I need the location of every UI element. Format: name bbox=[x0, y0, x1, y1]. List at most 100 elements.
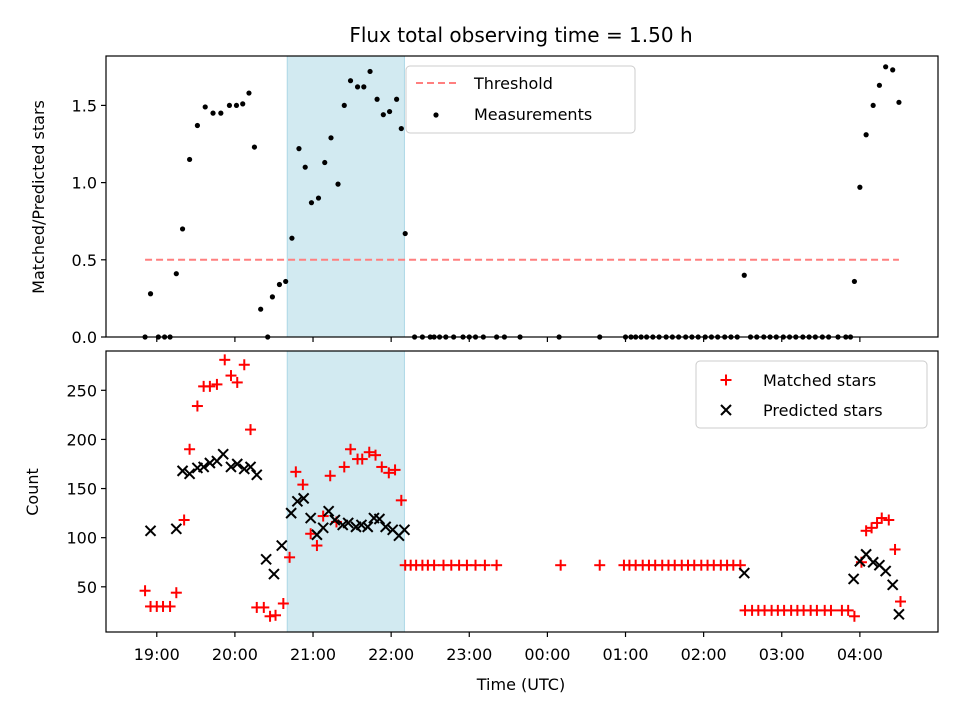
bottom-xlabel: Time (UTC) bbox=[476, 675, 565, 694]
x-b bbox=[291, 495, 304, 508]
x-b bbox=[355, 519, 368, 531]
measurement-point bbox=[347, 78, 354, 84]
x-b bbox=[225, 461, 237, 473]
matched-star-point bbox=[191, 400, 203, 412]
predicted-star-point bbox=[398, 524, 411, 536]
predicted-star-point bbox=[317, 522, 329, 534]
measurement-point bbox=[394, 96, 400, 102]
measurement-point bbox=[335, 181, 341, 187]
predicted-star-point bbox=[379, 521, 392, 533]
legend-box bbox=[695, 360, 928, 429]
x-b bbox=[847, 573, 860, 585]
measurement-point bbox=[851, 278, 858, 285]
top-legend: Threshold Measurements bbox=[405, 65, 636, 134]
y-tick-label: 100 bbox=[66, 529, 97, 548]
bottom-legend: Matched stars Predicted stars bbox=[695, 360, 928, 429]
measurement-point bbox=[354, 84, 361, 90]
x-b bbox=[268, 568, 280, 580]
predicted-star-point bbox=[225, 461, 237, 473]
top-ylabel: Matched/Predicted stars bbox=[29, 100, 48, 294]
predicted-star-point bbox=[238, 463, 250, 475]
predicted-star-point bbox=[355, 519, 368, 531]
matched-star-point bbox=[338, 461, 350, 473]
matched-star-point bbox=[170, 587, 182, 599]
matched-star-point bbox=[305, 528, 317, 540]
legend-matched-swatch bbox=[720, 374, 732, 386]
x-b bbox=[368, 512, 380, 524]
y-tick-label: 0.5 bbox=[72, 251, 97, 270]
y-tick-label: 50 bbox=[77, 578, 97, 597]
y-tick-label: 200 bbox=[66, 430, 97, 449]
axes-frame bbox=[105, 350, 939, 633]
predicted-star-point bbox=[276, 539, 288, 552]
matched-star-point bbox=[594, 559, 606, 571]
predicted-star-point bbox=[231, 458, 243, 470]
predicted-star-point bbox=[217, 448, 229, 460]
measurement-point bbox=[302, 164, 308, 170]
measurement-point bbox=[386, 108, 393, 115]
measurement-point bbox=[341, 102, 347, 109]
measurement-point bbox=[289, 235, 295, 241]
measurement-point bbox=[226, 102, 233, 109]
x-b bbox=[204, 457, 216, 469]
observing-window-shade bbox=[286, 350, 405, 633]
x-tick-label: 01:00 bbox=[602, 645, 648, 664]
matched-star-point bbox=[491, 559, 503, 571]
matched-star-point bbox=[238, 359, 250, 371]
measurement-point bbox=[233, 102, 240, 109]
x-b bbox=[304, 512, 317, 524]
measurement-point bbox=[361, 84, 367, 90]
x-b bbox=[183, 468, 196, 480]
legend-matched-label: Matched stars bbox=[763, 371, 876, 390]
legend-threshold-label: Threshold bbox=[473, 74, 553, 93]
legend-predicted-label: Predicted stars bbox=[763, 401, 883, 420]
measurement-point bbox=[308, 200, 315, 206]
measurement-point bbox=[296, 146, 302, 152]
predicted-star-point bbox=[879, 565, 892, 577]
matched-star-point bbox=[178, 514, 190, 526]
measurement-point bbox=[202, 104, 208, 110]
matched-star-point bbox=[284, 551, 296, 563]
measurement-point bbox=[147, 291, 154, 297]
x-b bbox=[297, 492, 310, 505]
legend-box bbox=[405, 65, 636, 134]
predicted-star-point bbox=[260, 553, 272, 566]
matched-star-point bbox=[479, 559, 491, 571]
x-b bbox=[867, 556, 879, 568]
matched-star-point bbox=[290, 466, 302, 478]
measurement-point bbox=[186, 156, 193, 163]
measurement-point bbox=[322, 159, 328, 166]
bottom-panel: 50 100 150 200 250 19:00 20:00 21:00 22:00 23:00 0… bbox=[23, 350, 939, 694]
y-tick-label: 0.0 bbox=[72, 328, 97, 347]
axes-frame bbox=[105, 55, 939, 338]
measurement-point bbox=[857, 184, 863, 190]
x-b bbox=[387, 524, 399, 536]
matched-star-point bbox=[370, 449, 382, 461]
measurement-point bbox=[179, 226, 186, 232]
measurement-point bbox=[890, 67, 896, 73]
measurement-point bbox=[863, 132, 869, 138]
chart-title: Flux total observing time = 1.50 h bbox=[349, 23, 692, 47]
x-b bbox=[260, 553, 272, 566]
matched-star-point bbox=[825, 604, 837, 616]
x-tick-label: 03:00 bbox=[759, 645, 805, 664]
x-tick-label: 02:00 bbox=[681, 645, 727, 664]
measurement-point bbox=[194, 122, 201, 129]
predicted-star-point bbox=[244, 461, 257, 473]
x-b bbox=[244, 461, 257, 473]
y-tick-label: 1.0 bbox=[72, 174, 97, 193]
matched-star-point bbox=[428, 559, 440, 571]
predicted-star-point bbox=[886, 579, 899, 591]
x-b bbox=[860, 548, 872, 561]
measurement-point bbox=[883, 64, 889, 70]
x-b bbox=[886, 579, 899, 591]
predicted-star-point bbox=[847, 573, 860, 585]
matched-star-point bbox=[356, 453, 368, 465]
matched-star-point bbox=[383, 467, 395, 479]
matched-star-point bbox=[258, 601, 270, 613]
predicted-star-point bbox=[204, 457, 216, 469]
x-b bbox=[231, 458, 243, 470]
x-b bbox=[317, 522, 329, 534]
measurement-point bbox=[218, 110, 224, 116]
